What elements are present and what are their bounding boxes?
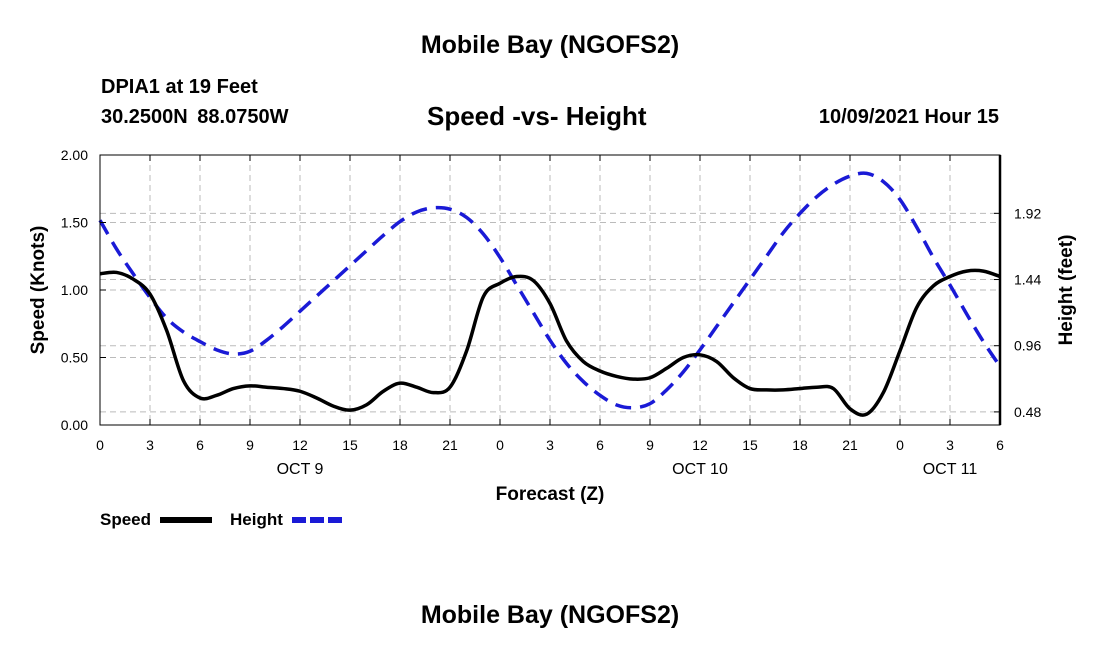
footer-title: Mobile Bay (NGOFS2) (420, 601, 680, 629)
x-tick-label: 15 (342, 437, 358, 453)
x-tick-label: 0 (96, 437, 104, 453)
x-tick-label: 18 (392, 437, 408, 453)
x-tick-label: 0 (496, 437, 504, 453)
y2-axis-title: Height (feet) (1056, 235, 1077, 346)
x-tick-label: 18 (792, 437, 808, 453)
speed-series-line (99, 268, 1001, 417)
day-label: OCT 9 (277, 461, 324, 478)
x-axis-title: Forecast (Z) (496, 484, 605, 505)
x-tick-label: 6 (996, 437, 1004, 453)
series-layer (98, 171, 1002, 417)
y-tick-label: 2.00 (61, 147, 88, 163)
x-tick-label: 12 (692, 437, 708, 453)
x-tick-label: 3 (946, 437, 954, 453)
x-tick-label: 3 (546, 437, 554, 453)
axes: 0 3 6 9 12 15 18 21 0 3 6 9 12 15 18 21 0 3 6 0.00 0.50 1.00 1… (28, 147, 1077, 505)
height-series-line (98, 171, 1002, 410)
y-tick-label: 1.00 (61, 282, 88, 298)
y2-tick-label: 1.92 (1014, 205, 1041, 221)
legend-height-label: Height (230, 510, 283, 529)
y2-tick-label: 0.96 (1014, 338, 1041, 354)
chart-title: Speed -vs- Height (427, 101, 647, 131)
y-axis-title: Speed (Knots) (28, 226, 49, 355)
x-tick-label: 0 (896, 437, 904, 453)
x-tick-label: 21 (442, 437, 458, 453)
x-tick-label: 3 (146, 437, 154, 453)
legend: Speed Height (100, 510, 342, 529)
x-tick-label: 12 (292, 437, 308, 453)
day-label: OCT 11 (923, 461, 978, 478)
x-tick-label: 9 (646, 437, 654, 453)
y2-tick-label: 0.48 (1014, 404, 1041, 420)
x-tick-label: 6 (596, 437, 604, 453)
y2-tick-label: 1.44 (1014, 272, 1041, 288)
y-tick-label: 1.50 (61, 215, 88, 231)
legend-speed-label: Speed (100, 510, 151, 529)
station-label: DPIA1 at 19 Feet (101, 76, 258, 98)
y-tick-label: 0.50 (61, 350, 88, 366)
x-tick-label: 6 (196, 437, 204, 453)
x-tick-label: 21 (842, 437, 858, 453)
forecast-datetime: 10/09/2021 Hour 15 (818, 106, 999, 128)
y-tick-label: 0.00 (61, 417, 88, 433)
day-label: OCT 10 (672, 461, 728, 478)
x-tick-label: 9 (246, 437, 254, 453)
page-title: Mobile Bay (NGOFS2) (420, 31, 680, 59)
grid-lines (100, 155, 1000, 425)
coordinates-label: 30.2500N 88.0750W (101, 106, 289, 128)
x-tick-label: 15 (742, 437, 758, 453)
